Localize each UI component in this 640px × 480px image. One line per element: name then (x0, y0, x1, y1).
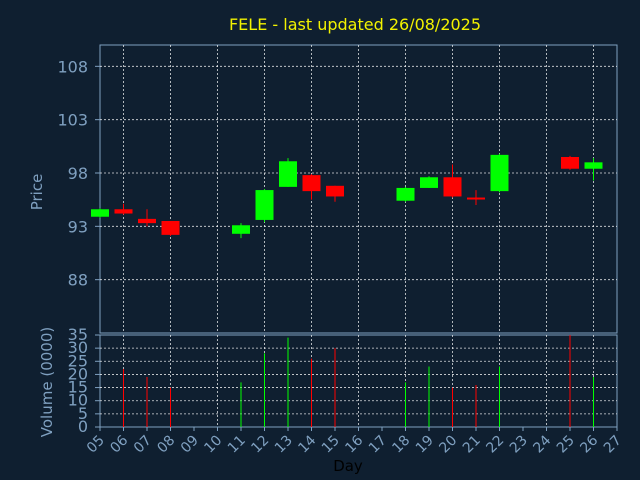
candle-body (302, 175, 321, 192)
candle-body (420, 177, 438, 188)
volume-axis-label: Volume (0000) (38, 327, 56, 437)
chart-title: FELE - last updated 26/08/2025 (229, 15, 481, 34)
candle-body (161, 221, 180, 235)
x-tick-label: 26 (577, 432, 601, 456)
volume-tick-label: 15 (68, 378, 88, 397)
x-tick-label: 21 (460, 433, 484, 457)
x-tick-label: 09 (178, 433, 202, 457)
x-tick-label: 06 (107, 432, 131, 456)
x-tick-label: 07 (131, 433, 155, 457)
candle-body (467, 197, 485, 200)
candle-body (138, 218, 156, 224)
candle-body (279, 161, 297, 187)
x-tick-label: 22 (483, 433, 507, 457)
x-axis-label: Day (333, 457, 363, 475)
candle-body (561, 157, 579, 169)
volume-tick-label: 30 (68, 338, 88, 357)
volume-tick-label: 0 (78, 417, 88, 436)
x-tick-label: 20 (436, 433, 460, 457)
x-tick-label: 18 (389, 433, 413, 457)
candle-body (232, 225, 250, 234)
candle-body (443, 177, 462, 197)
volume-tick-label: 5 (78, 404, 88, 423)
x-tick-label: 11 (225, 433, 249, 457)
price-tick-label: 88 (68, 271, 88, 290)
x-tick-label: 27 (601, 433, 625, 457)
candle-body (326, 185, 344, 197)
price-tick-label: 93 (68, 217, 88, 236)
x-tick-label: 10 (201, 433, 225, 457)
x-tick-label: 08 (154, 433, 178, 457)
candle-body (584, 162, 603, 169)
volume-tick-label: 20 (68, 364, 88, 383)
candle-body (255, 190, 274, 220)
x-axis: 05 06 07 08 09 10 11 12 13 14 15 16 17 18 19 20 21 22 23 24… (84, 427, 625, 456)
candle-body (490, 154, 509, 192)
price-tick-label: 103 (57, 111, 88, 130)
x-tick-label: 05 (84, 433, 108, 457)
price-panel: 88 93 98 103 108 (57, 44, 618, 334)
candle-body (396, 187, 415, 201)
x-tick-label: 12 (248, 433, 272, 457)
candle-body (91, 209, 109, 217)
x-tick-label: 15 (319, 433, 343, 457)
x-tick-label: 16 (342, 432, 366, 456)
x-tick-label: 17 (366, 433, 390, 457)
volume-tick-label: 25 (68, 351, 88, 370)
volume-tick-label: 10 (68, 391, 88, 410)
volume-tick-label: 35 (68, 325, 88, 344)
x-tick-label: 24 (530, 432, 554, 456)
x-tick-label: 25 (554, 433, 578, 457)
x-tick-label: 23 (507, 433, 531, 457)
price-tick-label: 98 (68, 164, 88, 183)
price-axis-label: Price (28, 174, 46, 211)
x-tick-label: 14 (295, 432, 319, 456)
candle-body (114, 209, 133, 214)
price-tick-label: 108 (57, 57, 88, 76)
x-tick-label: 19 (413, 433, 437, 457)
x-tick-label: 13 (272, 433, 296, 457)
